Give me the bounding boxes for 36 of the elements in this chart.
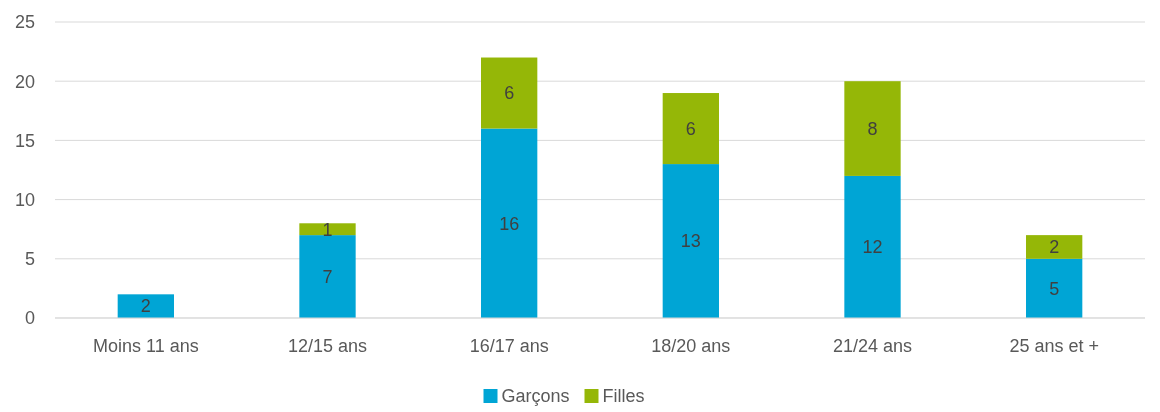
legend-label: Filles	[602, 386, 645, 406]
y-tick-label: 15	[14, 130, 35, 151]
y-tick-label: 20	[14, 71, 35, 92]
bar	[662, 93, 719, 165]
legend-label: Garçons	[501, 386, 570, 406]
y-tick-label: 10	[14, 189, 35, 210]
bar	[662, 164, 719, 318]
bar	[844, 175, 901, 318]
data-label: 2	[1049, 237, 1060, 258]
bar	[844, 81, 901, 176]
bar	[1026, 235, 1083, 259]
data-label: 5	[1049, 278, 1060, 299]
data-label: 12	[862, 237, 883, 258]
x-tick-label: 21/24 ans	[832, 336, 913, 356]
data-label: 2	[140, 296, 151, 317]
x-tick-label: 25 ans et +	[1009, 336, 1099, 356]
x-tick-label: 18/20 ans	[651, 336, 731, 356]
data-label: 6	[504, 83, 515, 104]
bar	[1026, 258, 1083, 318]
x-tick-label: 12/15 ans	[287, 336, 368, 356]
y-tick-label: 0	[24, 308, 35, 329]
data-label: 16	[499, 213, 520, 234]
x-tick-label: Moins 11 ans	[92, 336, 199, 356]
bar	[481, 128, 538, 318]
y-tick-label: 25	[14, 12, 35, 33]
bar	[299, 235, 356, 318]
data-label: 13	[680, 231, 701, 252]
bar	[299, 223, 356, 236]
data-label: 1	[322, 219, 333, 240]
bar	[117, 294, 174, 318]
data-label: 6	[685, 118, 696, 139]
data-label: 8	[867, 118, 878, 139]
x-tick-label: 16/17 ans	[469, 336, 549, 356]
y-tick-label: 5	[24, 249, 35, 270]
bar	[481, 57, 538, 129]
data-label: 7	[322, 266, 333, 287]
